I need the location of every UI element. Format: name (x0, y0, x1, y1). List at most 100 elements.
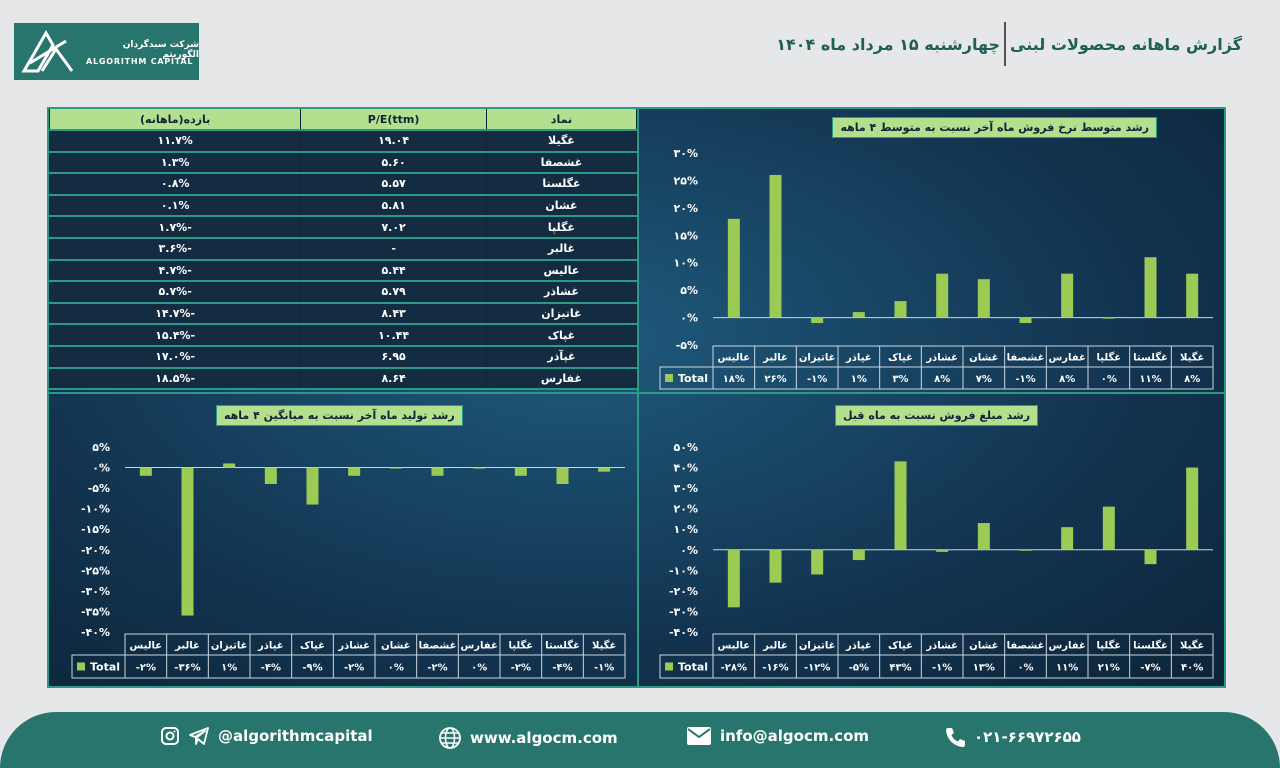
telegram-icon (189, 727, 209, 745)
y-tick-label: -۳۰% (81, 585, 110, 598)
y-tick-label: -۱۵% (81, 523, 110, 536)
category-label: غفارس (1048, 353, 1085, 364)
bar (473, 467, 486, 469)
chart2-title: رشد تولید ماه آخر نسبت به میانگین ۴ ماهه (216, 405, 463, 426)
value-label: ۸% (1184, 374, 1200, 385)
value-label: ۸% (934, 374, 950, 385)
category-label: غالبر (762, 641, 788, 652)
footer-website[interactable]: www.algocm.com (438, 726, 618, 750)
bar (1019, 317, 1032, 324)
page-title: گزارش ماهانه محصولات لبنی چهارشنبه ۱۵ مر… (776, 22, 1242, 66)
table-row: عالیس ۵.۴۴ -۴.۷% (48, 259, 638, 283)
bar (894, 301, 907, 318)
table-cell-symbol: غشصفا (485, 151, 638, 175)
brand-name-en: ALGORITHM CAPITAL (86, 57, 194, 66)
table-cell-symbol: غشاذر (485, 281, 638, 304)
category-label: عالیس (718, 353, 751, 364)
bar (431, 467, 444, 476)
category-label: غگلپا (1097, 351, 1122, 364)
category-label: غشاذر (925, 353, 958, 364)
bar (894, 461, 907, 550)
legend-cell (659, 654, 714, 679)
table-cell-return: -۱۴.۷% (48, 302, 302, 326)
category-label: غشاذر (337, 641, 370, 652)
value-label: -۴% (552, 663, 572, 674)
value-label: ۱۱% (1056, 663, 1078, 674)
category-label: غشان (969, 353, 998, 364)
bar (977, 279, 990, 318)
category-label: غالبر (762, 353, 788, 364)
value-label: -۱% (1015, 374, 1035, 385)
category-label: غشصفا (1007, 641, 1045, 652)
instagram-icon (161, 727, 179, 745)
table-row: غپاک ۱۰.۴۴ -۱۵.۴% (48, 324, 638, 347)
bar (1061, 527, 1074, 550)
value-label: -۴% (261, 663, 281, 674)
category-label: غگیلا (592, 639, 616, 652)
category-label: غپاک (888, 353, 913, 364)
y-tick-label: ۰% (680, 312, 698, 325)
bar (598, 467, 611, 472)
table-header-symbol: نماد (485, 109, 638, 131)
table-cell-symbol: غالبر (485, 237, 638, 261)
table-cell-return: ۱۱.۷% (48, 130, 302, 153)
value-label: -۱۲% (804, 663, 830, 674)
value-label: ۱% (221, 663, 237, 674)
y-tick-label: ۱۰% (674, 523, 698, 536)
table-cell-return: -۵.۷% (48, 281, 302, 304)
table-row: غگلستا ۵.۵۷ ۰.۸% (48, 173, 638, 196)
table-header-pe: P/E(ttm) (300, 109, 487, 131)
bar (264, 467, 277, 484)
y-tick-label: -۵% (88, 482, 110, 495)
y-tick-label: -۱۰% (669, 564, 698, 577)
category-label: غاتیزان (211, 641, 248, 652)
category-label: غاتیزان (799, 353, 836, 364)
table-row: غپآذر ۶.۹۵ -۱۷.۰% (48, 345, 638, 369)
footer-phone[interactable]: ۰۲۱-۶۶۹۷۲۶۵۵ (944, 726, 1081, 748)
brand-name-fa: شرکت سبدگردان الگوریتم (122, 40, 199, 60)
category-label: عالیس (130, 641, 163, 652)
bar (1019, 549, 1032, 551)
dashboard-divider-vertical (637, 107, 639, 688)
brand-logo-icon (21, 30, 74, 73)
value-label: -۲۸% (721, 663, 747, 674)
table-cell-pe: ۸.۴۳ (300, 302, 487, 326)
brand-logo: شرکت سبدگردان الگوریتم ALGORITHM CAPITAL (14, 23, 199, 80)
table-cell-return: -۱۵.۴% (48, 324, 302, 347)
value-label: ۲۶% (764, 374, 786, 385)
table-row: غشاذر ۵.۷۹ -۵.۷% (48, 281, 638, 304)
footer-social[interactable]: @algorithmcapital (160, 726, 373, 746)
table-cell-return: -۱.۷% (48, 216, 302, 239)
table-cell-symbol: غگیلا (485, 130, 638, 153)
category-label: غگیلا (1180, 639, 1204, 652)
value-label: -۱% (807, 374, 827, 385)
y-tick-label: ۲۵% (674, 174, 698, 187)
page-title-date: چهارشنبه ۱۵ مرداد ماه ۱۴۰۴ (776, 34, 1001, 54)
y-tick-label: ۳۰% (674, 147, 698, 160)
footer-bar (0, 712, 1280, 768)
bar (556, 467, 569, 484)
chart1-title: رشد متوسط نرخ فروش ماه آخر نسبت به متوسط… (832, 117, 1157, 138)
footer-email[interactable]: info@algocm.com (686, 726, 869, 746)
y-tick-label: -۲۰% (81, 544, 110, 557)
bar (1186, 273, 1199, 318)
bar (1061, 273, 1074, 318)
title-separator (1004, 22, 1007, 66)
table-cell-symbol: غاتیزان (485, 302, 638, 326)
category-label: غاتیزان (799, 641, 836, 652)
globe-icon (439, 727, 461, 749)
email-icon (687, 727, 711, 745)
table-cell-pe: ۱۹.۰۴ (300, 130, 487, 153)
bar (852, 312, 865, 318)
table-cell-pe: ۶.۹۵ (300, 345, 487, 369)
y-tick-label: ۲۰% (674, 503, 698, 516)
legend-cell (659, 366, 714, 390)
y-tick-label: ۵% (92, 441, 110, 454)
chart3-title: رشد مبلغ فروش نسبت به ماه قبل (835, 405, 1039, 426)
table-header-row: نماد P/E(ttm) بازده(ماهانه) (48, 109, 638, 131)
table-cell-return: -۱۸.۵% (48, 367, 302, 391)
table-cell-return: ۱.۳% (48, 151, 302, 175)
table-row: غگلپا ۷.۰۲ -۱.۷% (48, 216, 638, 239)
